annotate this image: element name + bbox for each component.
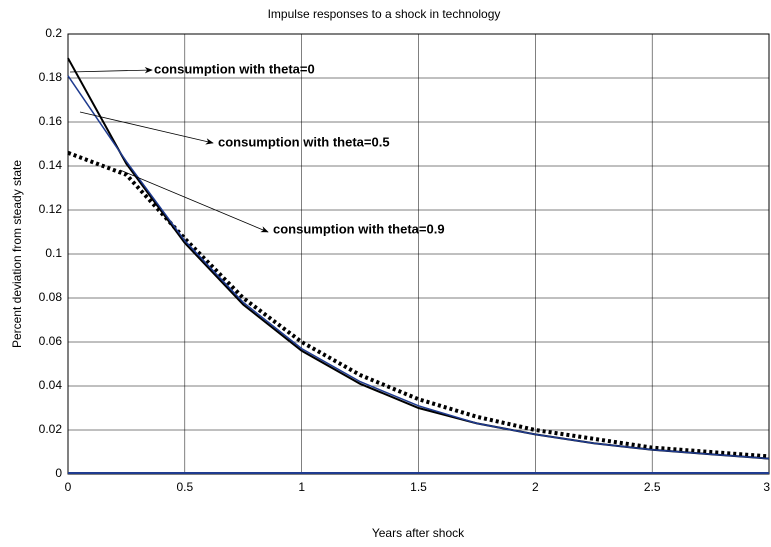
y-tick-label: 0.2 [45,26,62,40]
y-tick-label: 0.06 [39,334,63,348]
x-tick-label: 1.5 [410,480,427,494]
x-axis-label: Years after shock [372,526,465,540]
y-tick-label: 0.12 [39,202,63,216]
x-tick-label: 0 [65,480,72,494]
x-tick-label: 0.5 [176,480,193,494]
y-tick-label: 0 [55,466,62,480]
y-tick-label: 0.02 [39,422,63,436]
series-line [67,75,770,460]
annotation-arrow [79,111,214,145]
y-tick-label: 0.1 [45,246,62,260]
annotation-arrow [119,169,269,233]
series-annotation: consumption with theta=0.9 [273,221,445,236]
series-line [67,150,770,459]
annotation-arrow [69,66,153,74]
y-tick-label: 0.04 [39,378,63,392]
y-tick-label: 0.14 [39,158,63,172]
series-annotation: consumption with theta=0.5 [218,134,390,149]
chart-title: Impulse responses to a shock in technolo… [268,7,501,21]
x-tick-label: 2 [532,480,539,494]
x-tick-label: 3 [763,480,770,494]
series-annotation: consumption with theta=0 [154,61,315,76]
y-tick-label: 0.16 [39,114,63,128]
y-tick-label: 0.08 [39,290,63,304]
y-tick-label: 0.18 [39,70,63,84]
x-tick-label: 2.5 [644,480,661,494]
y-axis-label: Percent deviation from steady state [10,160,24,348]
x-tick-label: 1 [298,480,305,494]
